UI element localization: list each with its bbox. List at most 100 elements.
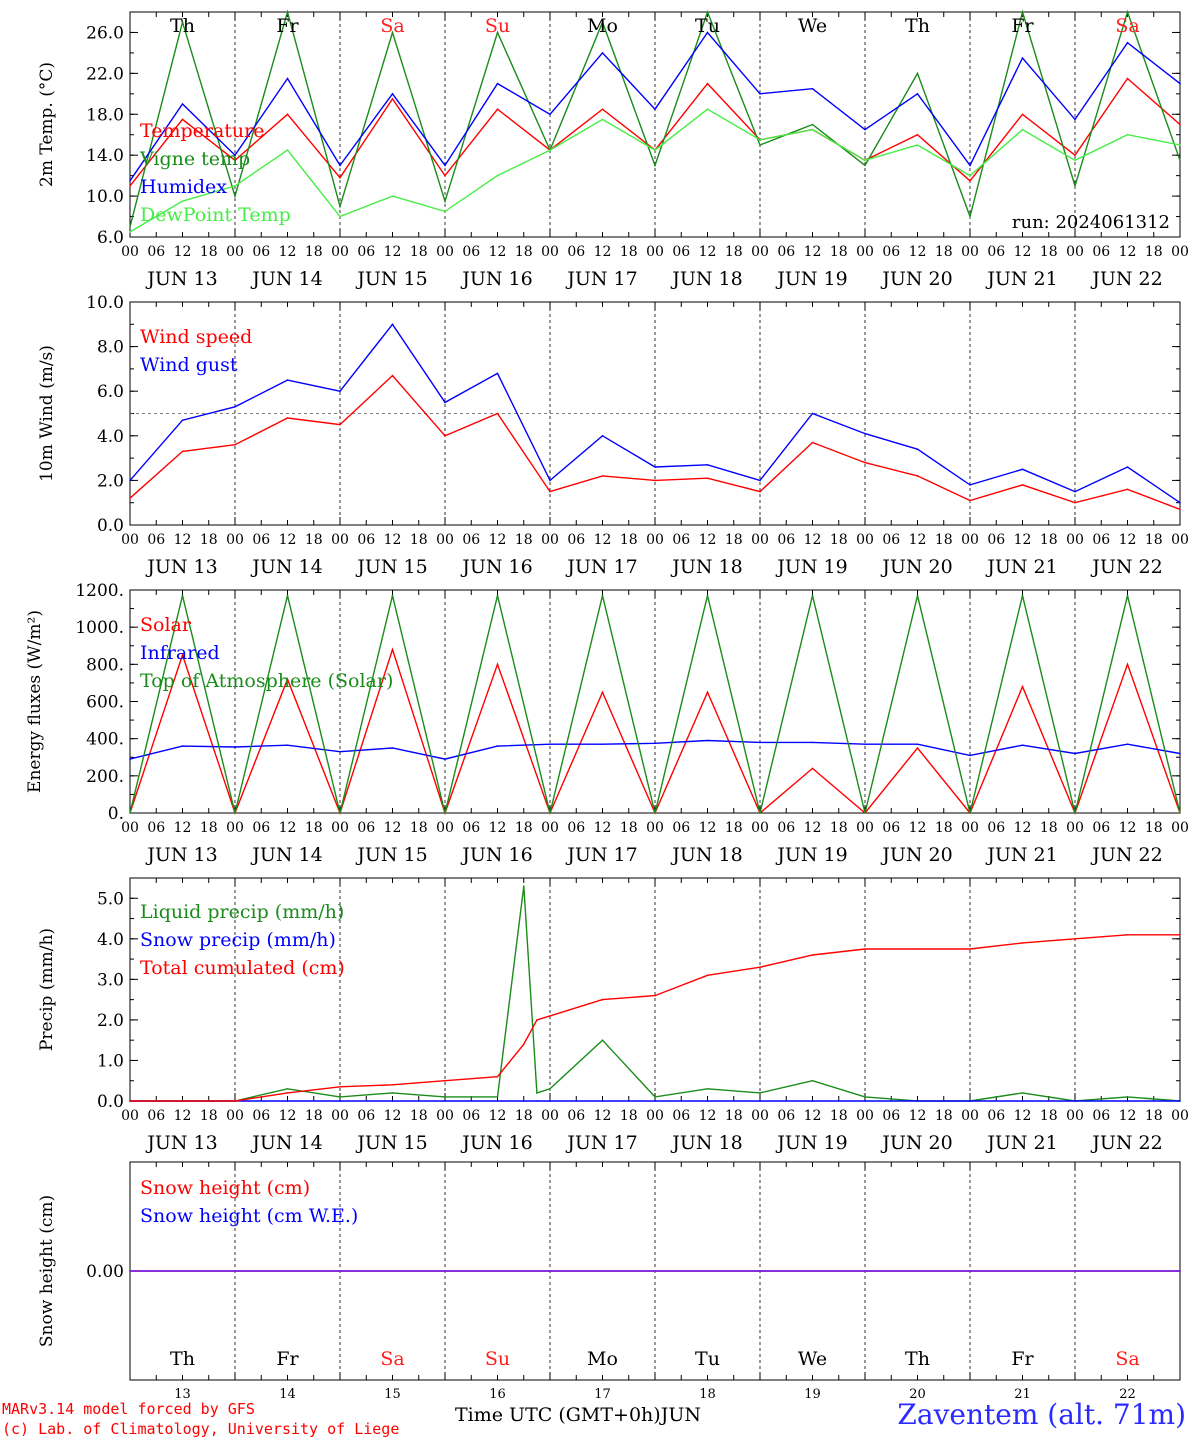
hour-label: 06 bbox=[567, 1108, 585, 1124]
hour-label: 06 bbox=[252, 1108, 270, 1124]
data-point bbox=[523, 1043, 525, 1045]
data-point bbox=[1021, 468, 1024, 471]
hour-label: 18 bbox=[1040, 532, 1058, 548]
date-label: JUN 15 bbox=[355, 268, 427, 290]
hour-label: 12 bbox=[279, 1108, 297, 1124]
data-point bbox=[864, 159, 866, 162]
data-point bbox=[129, 226, 131, 228]
data-point bbox=[549, 743, 551, 745]
hour-label: 06 bbox=[672, 244, 690, 260]
hour-label: 12 bbox=[699, 1108, 717, 1124]
data-point bbox=[654, 149, 656, 151]
y-tick-label: 10.0 bbox=[86, 293, 124, 313]
hour-label: 06 bbox=[252, 820, 270, 836]
data-point bbox=[1074, 185, 1076, 187]
data-point bbox=[601, 1039, 604, 1041]
data-point bbox=[601, 998, 604, 1001]
date-label: JUN 16 bbox=[460, 268, 532, 290]
data-point bbox=[811, 87, 814, 90]
data-point bbox=[1074, 752, 1076, 755]
data-point bbox=[969, 1100, 971, 1102]
data-point bbox=[654, 108, 656, 110]
y-tick-label: 0.0 bbox=[97, 1092, 124, 1112]
date-label: JUN 14 bbox=[250, 268, 322, 290]
hour-label: 06 bbox=[252, 532, 270, 548]
data-point bbox=[181, 200, 184, 202]
data-point bbox=[391, 648, 394, 651]
data-point bbox=[129, 180, 131, 182]
date-label: JUN 17 bbox=[565, 268, 637, 290]
data-point bbox=[759, 139, 761, 141]
data-point bbox=[1126, 594, 1129, 597]
data-point bbox=[339, 176, 341, 179]
y-axis-title: Snow height (cm) bbox=[37, 1195, 57, 1347]
data-point bbox=[234, 1100, 236, 1102]
hour-label: 12 bbox=[594, 1108, 612, 1124]
date-label: JUN 18 bbox=[670, 844, 742, 866]
hour-label: 18 bbox=[410, 1108, 428, 1124]
hour-label: 18 bbox=[935, 820, 953, 836]
date-label: JUN 13 bbox=[145, 556, 217, 578]
weekday-label: Mo bbox=[587, 1348, 618, 1370]
hour-label: 06 bbox=[462, 244, 480, 260]
data-point bbox=[916, 747, 919, 749]
hour-label: 18 bbox=[305, 820, 323, 836]
legend-entry: Liquid precip (mm/h) bbox=[140, 901, 344, 923]
data-point bbox=[759, 812, 761, 814]
hour-label: 12 bbox=[489, 1108, 507, 1124]
y-axis-title: 2m Temp. (°C) bbox=[37, 62, 57, 187]
data-point bbox=[864, 1100, 866, 1102]
data-point bbox=[496, 1096, 499, 1098]
data-point bbox=[181, 654, 184, 656]
hour-label: 12 bbox=[279, 532, 297, 548]
data-point bbox=[969, 499, 971, 502]
data-point bbox=[864, 128, 866, 131]
y-tick-label: 8.0 bbox=[97, 338, 124, 358]
data-point bbox=[129, 497, 131, 500]
data-point bbox=[234, 195, 236, 197]
hour-label: 12 bbox=[594, 820, 612, 836]
hour-label: 06 bbox=[357, 1108, 375, 1124]
hour-label: 00 bbox=[961, 244, 979, 260]
data-point bbox=[1126, 1100, 1129, 1102]
data-point bbox=[1074, 490, 1076, 493]
data-point bbox=[864, 743, 866, 745]
data-point bbox=[601, 743, 604, 745]
hour-label: 06 bbox=[147, 532, 165, 548]
hour-label: 06 bbox=[882, 244, 900, 260]
hour-label: 06 bbox=[672, 820, 690, 836]
weekday-label: Th bbox=[905, 15, 930, 37]
hour-label: 00 bbox=[226, 820, 244, 836]
data-point bbox=[1126, 1096, 1129, 1098]
hour-label: 00 bbox=[331, 244, 349, 260]
day-number-label: 15 bbox=[384, 1387, 401, 1402]
legend-entry: Snow height (cm) bbox=[140, 1177, 310, 1199]
model-credit: MARv3.14 model forced by GFS bbox=[2, 1400, 255, 1418]
hour-label: 00 bbox=[646, 532, 664, 548]
data-point bbox=[706, 82, 709, 85]
data-point bbox=[811, 767, 814, 770]
date-label: JUN 14 bbox=[250, 556, 322, 578]
date-label: JUN 18 bbox=[670, 1132, 742, 1154]
weekday-label: Th bbox=[905, 1348, 930, 1370]
data-point bbox=[864, 1096, 866, 1098]
data-point bbox=[549, 812, 551, 814]
data-point bbox=[496, 745, 499, 747]
data-point bbox=[759, 966, 761, 968]
hour-label: 18 bbox=[725, 244, 743, 260]
data-point bbox=[759, 144, 761, 146]
data-point bbox=[916, 133, 919, 136]
hour-label: 12 bbox=[804, 1108, 822, 1124]
y-tick-label: 2.0 bbox=[97, 1011, 124, 1031]
panel-1: 6.0 10.0 14.0 18.0 22.0 26.0 2m Temp. (°C) Temp… bbox=[37, 9, 1189, 290]
data-point bbox=[496, 82, 499, 85]
data-point bbox=[286, 1100, 289, 1102]
data-point bbox=[391, 1100, 394, 1102]
hour-label: 18 bbox=[410, 532, 428, 548]
date-label: JUN 19 bbox=[775, 556, 847, 578]
hour-label: 00 bbox=[121, 1108, 139, 1124]
data-point bbox=[181, 103, 184, 105]
day-number-label: 14 bbox=[279, 1387, 296, 1402]
data-point bbox=[706, 108, 709, 110]
